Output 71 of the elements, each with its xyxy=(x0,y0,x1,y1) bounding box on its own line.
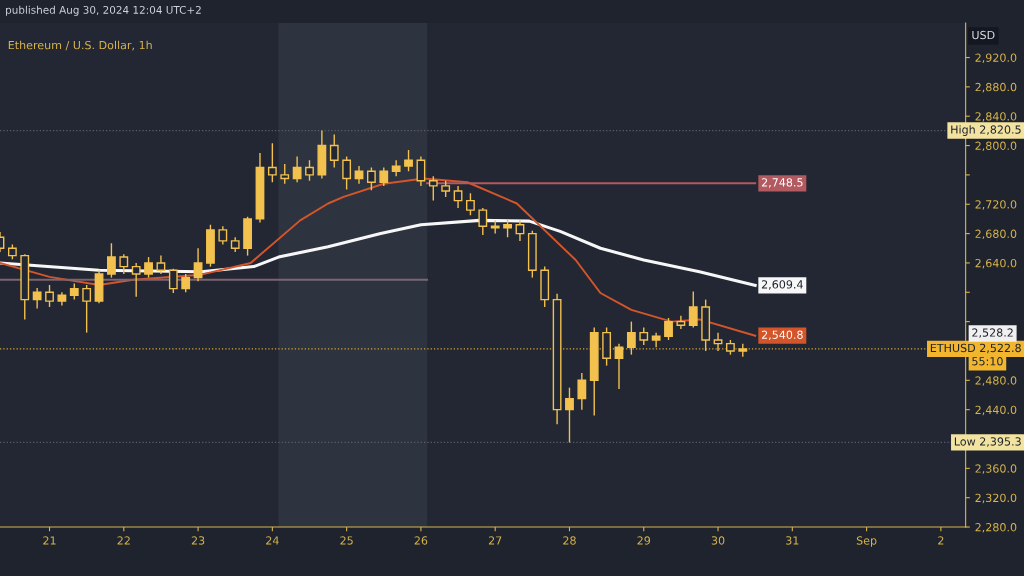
candlestick xyxy=(32,287,42,310)
candlestick xyxy=(168,268,178,294)
x-tick-label: 30 xyxy=(711,536,725,545)
candlestick xyxy=(119,253,129,275)
candlestick xyxy=(565,386,574,444)
candlestick xyxy=(404,149,413,172)
y-tick-label: 2,880.0 xyxy=(975,82,1017,93)
candlestick xyxy=(478,207,488,236)
candlestick xyxy=(329,133,339,169)
candlestick xyxy=(107,242,116,279)
candlestick xyxy=(453,185,463,209)
candlestick xyxy=(688,290,698,329)
candlestick xyxy=(45,284,54,308)
y-tick-label: 2,640.0 xyxy=(975,258,1017,269)
candlestick xyxy=(156,254,166,275)
candlestick xyxy=(626,320,636,356)
x-tick-label: 21 xyxy=(43,536,56,545)
data-label: 2,748.5 xyxy=(761,178,803,188)
x-tick-label: 26 xyxy=(414,536,428,545)
candlestick xyxy=(193,247,203,282)
ref-line-label: Low 2,395.3 xyxy=(954,437,1021,447)
data-label: 2,540.8 xyxy=(761,330,803,341)
candlestick xyxy=(614,342,624,390)
x-tick-label: 28 xyxy=(563,536,576,545)
candlestick xyxy=(664,317,673,341)
candlestick xyxy=(218,225,228,246)
x-tick-label: 27 xyxy=(488,536,502,545)
candlestick xyxy=(379,166,389,187)
x-tick-label: 29 xyxy=(637,536,651,545)
text: published Aug 30, 2024 12:04 UTC+2 xyxy=(6,5,201,16)
y-tick-label: 2,360.0 xyxy=(975,464,1017,474)
y-axis-title: USD xyxy=(972,30,995,40)
y-tick-label: 2,720.0 xyxy=(975,200,1017,210)
y-tick-label: 2,840.0 xyxy=(975,112,1017,122)
x-tick-label: 31 xyxy=(786,536,799,545)
ref-line-label: High 2,820.5 xyxy=(951,125,1021,136)
text: Ethereum / U.S. Dollar, 1h xyxy=(8,40,152,51)
candlestick xyxy=(292,155,302,183)
data-label: 2,609.4 xyxy=(761,280,803,290)
candlestick xyxy=(713,331,723,352)
candlestick xyxy=(131,262,141,298)
candlestick xyxy=(181,273,191,293)
candlestick xyxy=(305,159,314,182)
y-tick-label: 2,920.0 xyxy=(975,53,1017,64)
candlestick xyxy=(515,219,525,242)
candlestick xyxy=(428,175,438,202)
x-tick-label: 2 xyxy=(938,536,944,545)
x-tick-label: 25 xyxy=(340,536,353,545)
text: 2,528.2 xyxy=(972,328,1013,338)
y-tick-label: 2,480.0 xyxy=(975,376,1017,386)
candlestick xyxy=(577,372,587,411)
y-tick-label: 2,280.0 xyxy=(975,523,1017,533)
x-tick-label: 22 xyxy=(117,536,130,545)
y-tick-label: 2,680.0 xyxy=(975,229,1017,240)
x-tick-label: 23 xyxy=(191,536,205,545)
candlestick xyxy=(503,218,512,238)
y-tick-label: 2,440.0 xyxy=(975,405,1017,416)
candlestick xyxy=(267,142,277,183)
candlestick xyxy=(466,192,475,216)
ref-line-label: ETHUSD 2,522.8 xyxy=(930,343,1021,354)
candlestick xyxy=(366,166,376,192)
candlestick xyxy=(280,163,290,185)
candlestick xyxy=(82,284,92,334)
x-tick-label: 24 xyxy=(266,536,279,545)
candlestick xyxy=(651,331,661,348)
y-tick-label: 2,800.0 xyxy=(975,141,1017,152)
text: 55:10 xyxy=(972,357,1003,366)
candlestick xyxy=(342,155,352,191)
y-tick-label: 2,320.0 xyxy=(975,493,1017,504)
x-tick-label: Sep xyxy=(856,536,877,547)
candlestick xyxy=(144,256,153,279)
